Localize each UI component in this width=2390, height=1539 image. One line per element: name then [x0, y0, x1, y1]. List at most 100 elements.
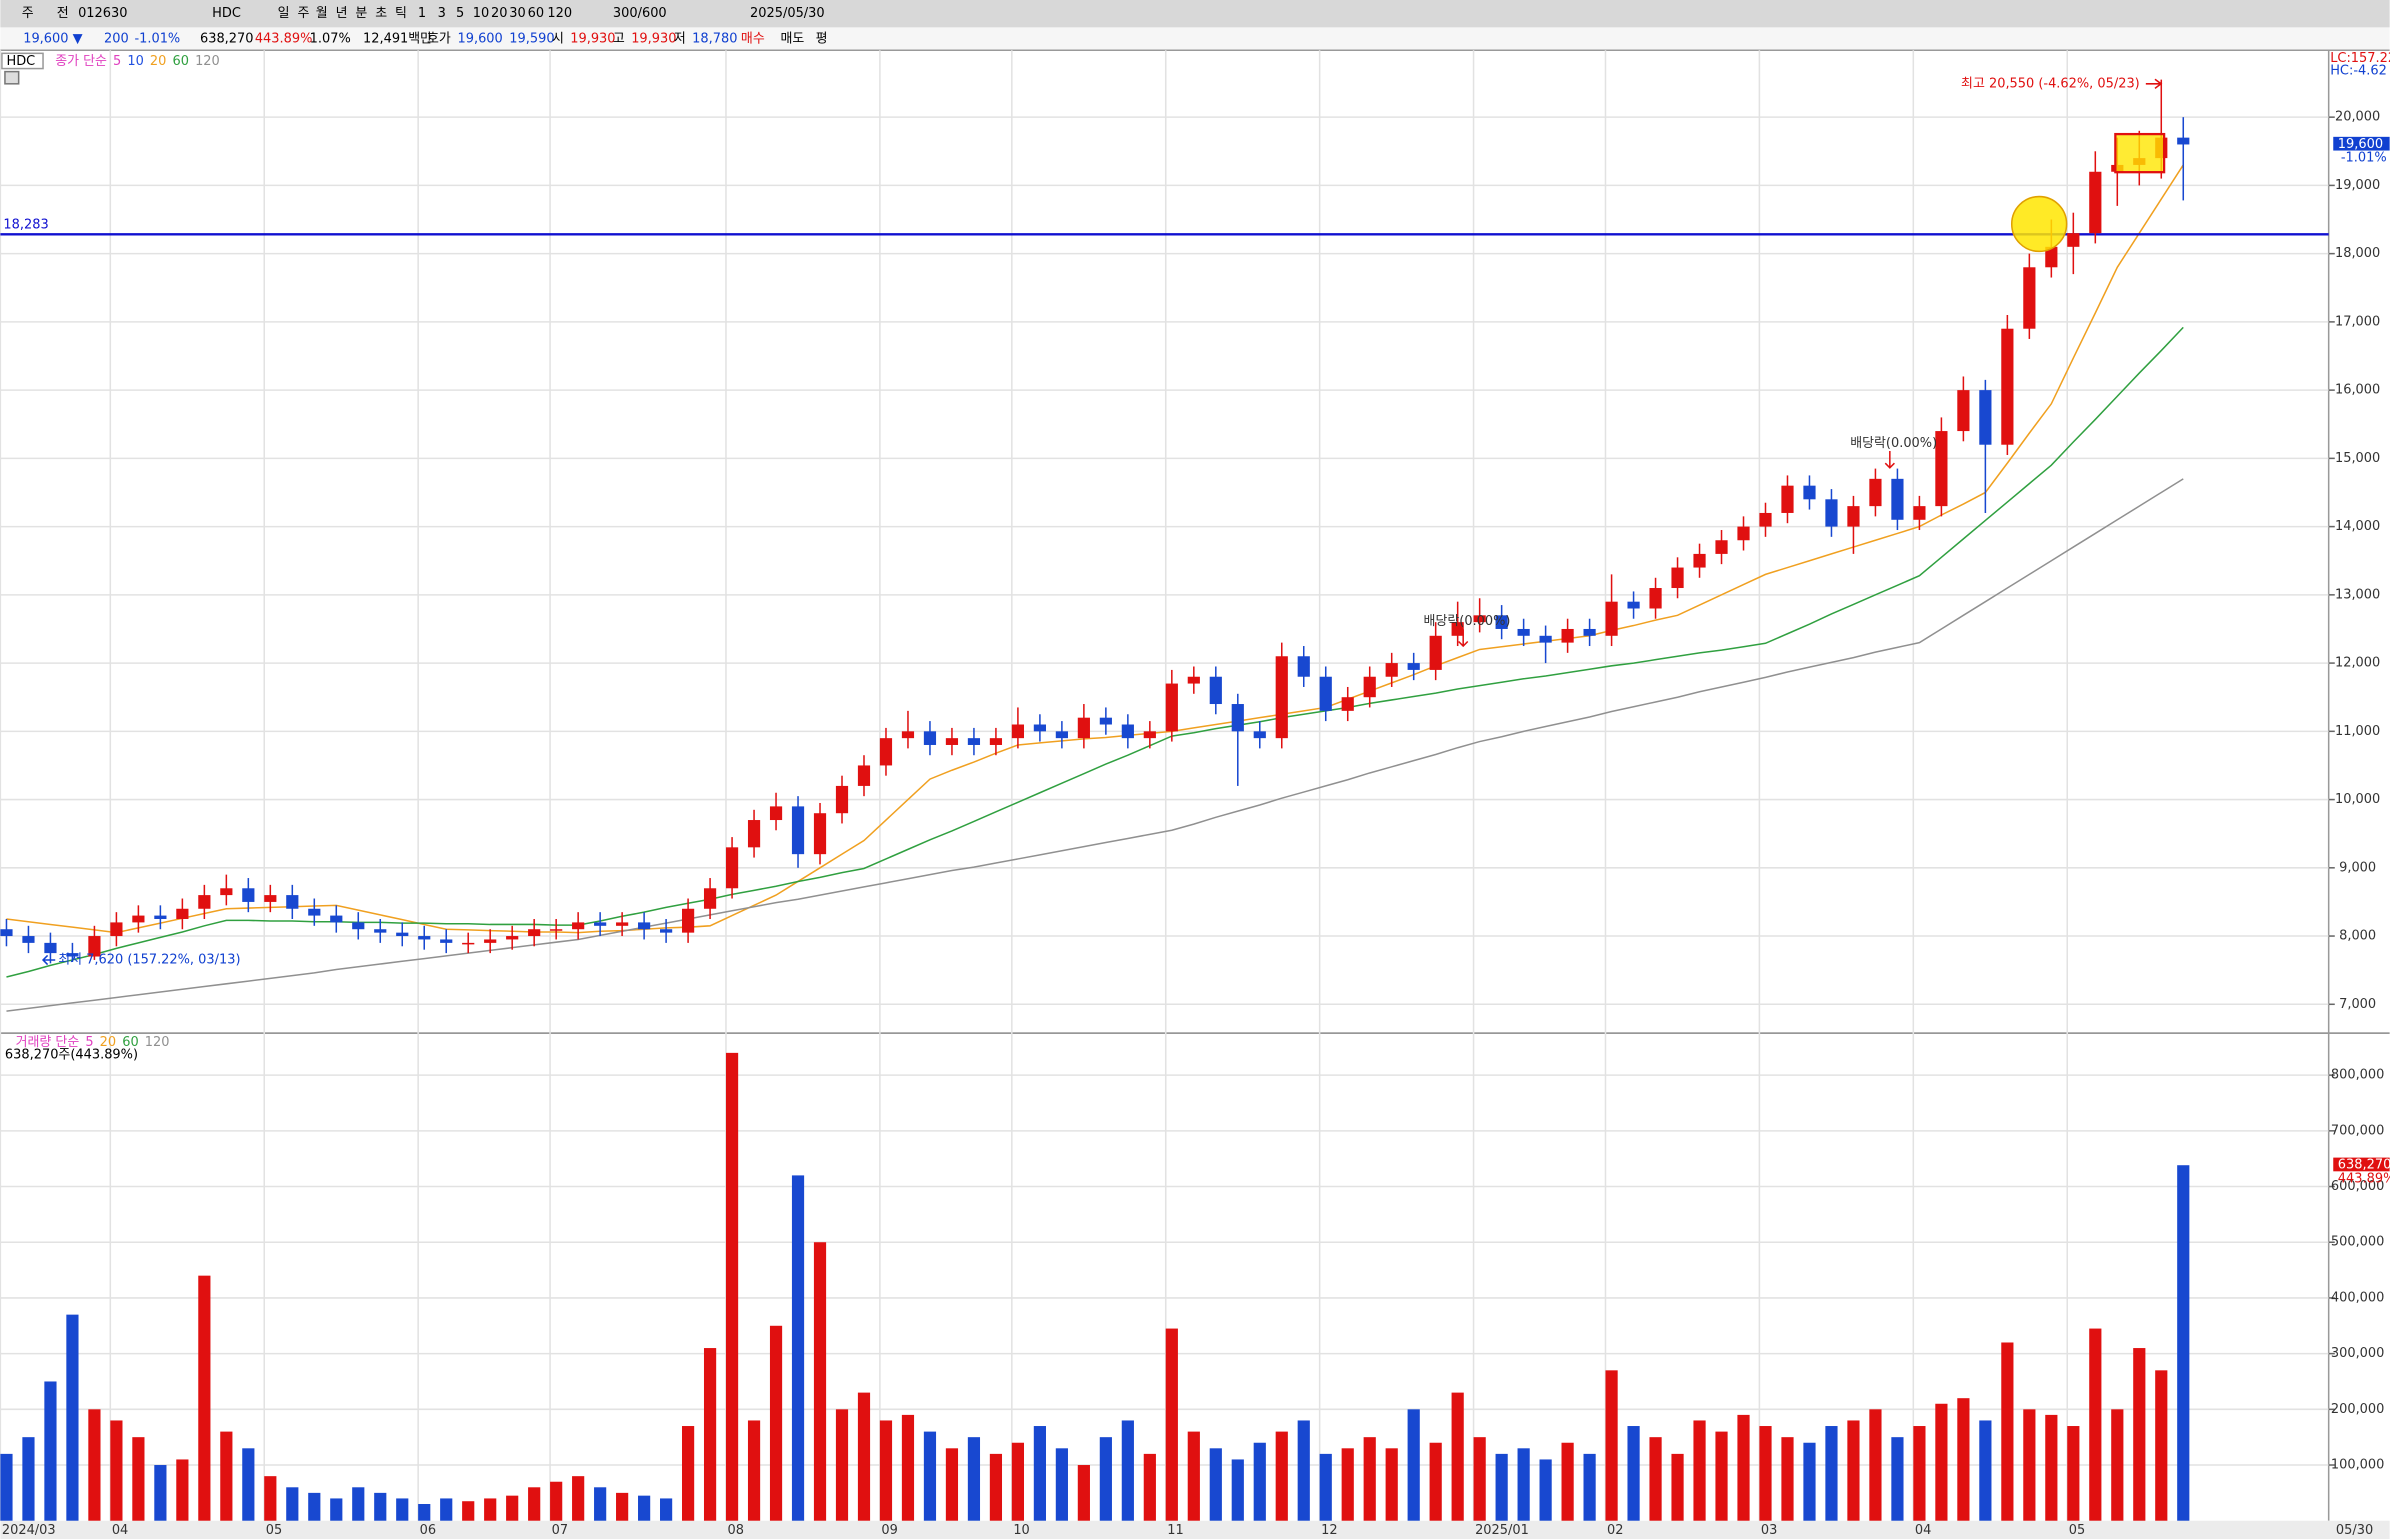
toolbar-button[interactable]: 분 [355, 6, 367, 21]
volume-bar [1979, 1420, 1992, 1521]
toolbar-button[interactable]: 20 [491, 6, 507, 21]
quote-field: 12,491백만 [363, 31, 432, 46]
candle-body [2177, 137, 2190, 145]
candle-body [747, 820, 761, 848]
toolbar-button[interactable]: 300/600 [613, 6, 667, 21]
volume-bar [1671, 1453, 1684, 1521]
toolbar-button[interactable]: 2025/05/30 [750, 6, 825, 21]
y-tick-label: 10,000 [2335, 792, 2380, 807]
candle-body [1407, 663, 1420, 670]
volume-bar [879, 1420, 893, 1521]
volume-bar [1935, 1403, 1948, 1521]
volume-bar [1693, 1420, 1706, 1521]
candle-body [1451, 622, 1464, 636]
dividend-annotation: 배당락(0.00%) [1850, 436, 1937, 451]
volume-bar [2045, 1414, 2058, 1521]
y-tick-label: 7,000 [2339, 997, 2376, 1012]
volume-bar [2089, 1328, 2102, 1521]
candle-body [879, 738, 893, 766]
candle-body [1143, 731, 1156, 739]
candle-body [1737, 526, 1750, 541]
candle-body [396, 932, 409, 937]
quote-field: 638,270 [200, 31, 254, 46]
volume-bar [22, 1437, 35, 1521]
volume-bar [1825, 1426, 1838, 1521]
toolbar-button[interactable]: 012630 [78, 6, 127, 21]
volume-bar [1077, 1465, 1090, 1521]
quote-field: 200 [104, 31, 129, 46]
current-price: 19,600 [2338, 137, 2383, 152]
volume-bar [418, 1504, 431, 1521]
toolbar-button[interactable]: 일 [278, 6, 290, 21]
toolbar-button[interactable]: 120 [547, 6, 572, 21]
candle-body [1781, 485, 1794, 513]
candle-body [901, 731, 915, 739]
dividend-arrow [1458, 629, 1469, 648]
volume-bar [1231, 1459, 1244, 1521]
toolbar-button[interactable]: 년 [336, 6, 348, 21]
candle-body [835, 785, 849, 814]
candle-body [660, 929, 673, 933]
dividend-arrow [1884, 451, 1895, 469]
candle-body [1077, 717, 1090, 739]
y-tick-label: 600,000 [2331, 1179, 2385, 1194]
level-label: 18,283 [3, 218, 48, 233]
toolbar-button[interactable]: HDC [212, 6, 241, 21]
toolbar-button[interactable]: 초 [375, 6, 387, 21]
toolbar-button[interactable]: 틱 [395, 6, 407, 21]
candle-body [418, 936, 431, 940]
candle-body [308, 908, 321, 916]
legend-entry: 120 [195, 54, 220, 69]
candle-body [1297, 656, 1310, 677]
candle-body [1429, 635, 1442, 670]
candle-body [1649, 588, 1662, 609]
plot-layer [0, 50, 2335, 1521]
toolbar-button[interactable]: 60 [528, 6, 544, 21]
volume-bar [638, 1495, 651, 1521]
quote-field: 저 [674, 31, 686, 46]
icon [4, 70, 20, 85]
highlight-circle [2010, 195, 2068, 253]
toolbar-button[interactable]: 5 [456, 6, 464, 21]
x-tick-label: 10 [1013, 1523, 1029, 1538]
candle-body [1671, 567, 1684, 589]
toolbar-button[interactable]: 3 [438, 6, 446, 21]
candle-body [1935, 431, 1948, 507]
volume-bar [286, 1487, 299, 1521]
candle-body [1121, 724, 1134, 739]
y-tick-label: 13,000 [2335, 587, 2380, 602]
candle-body [550, 929, 563, 931]
y-tick-label: 8,000 [2339, 929, 2376, 944]
toolbar-button[interactable]: 전 [57, 6, 69, 21]
toolbar-button[interactable]: 주 [22, 6, 34, 21]
toolbar-button[interactable]: 월 [316, 6, 328, 21]
volume-bar [154, 1465, 167, 1521]
volume-bar [1165, 1328, 1178, 1521]
volume-bar [725, 1052, 739, 1521]
volume-bar [1297, 1420, 1310, 1521]
volume-bar [1517, 1448, 1530, 1521]
toolbar-button[interactable]: 10 [473, 6, 489, 21]
candle-body [462, 942, 475, 945]
candle-body [330, 915, 343, 923]
quote-field: 19,930 [570, 31, 615, 46]
toolbar-button[interactable]: 1 [418, 6, 426, 21]
candle-body [1275, 656, 1288, 739]
volume-bar [1011, 1442, 1025, 1521]
volume-bar [1473, 1437, 1486, 1521]
candle-body [528, 929, 541, 937]
x-tick-label: 04 [1915, 1523, 1931, 1538]
candle-body [945, 738, 959, 745]
volume-bar [2023, 1409, 2036, 1521]
legend-entry: 20 [150, 54, 166, 69]
candle-body [198, 895, 211, 909]
legend-entry: 60 [173, 54, 189, 69]
toolbar-button[interactable]: 주 [298, 6, 310, 21]
x-tick-label: 09 [881, 1523, 897, 1538]
volume-info: 638,270주(443.89%) [5, 1048, 138, 1063]
volume-bar [945, 1448, 959, 1521]
x-tick-label: 2025/01 [1475, 1523, 1529, 1538]
toolbar-button[interactable]: 30 [509, 6, 525, 21]
current-price-box [2333, 136, 2390, 151]
